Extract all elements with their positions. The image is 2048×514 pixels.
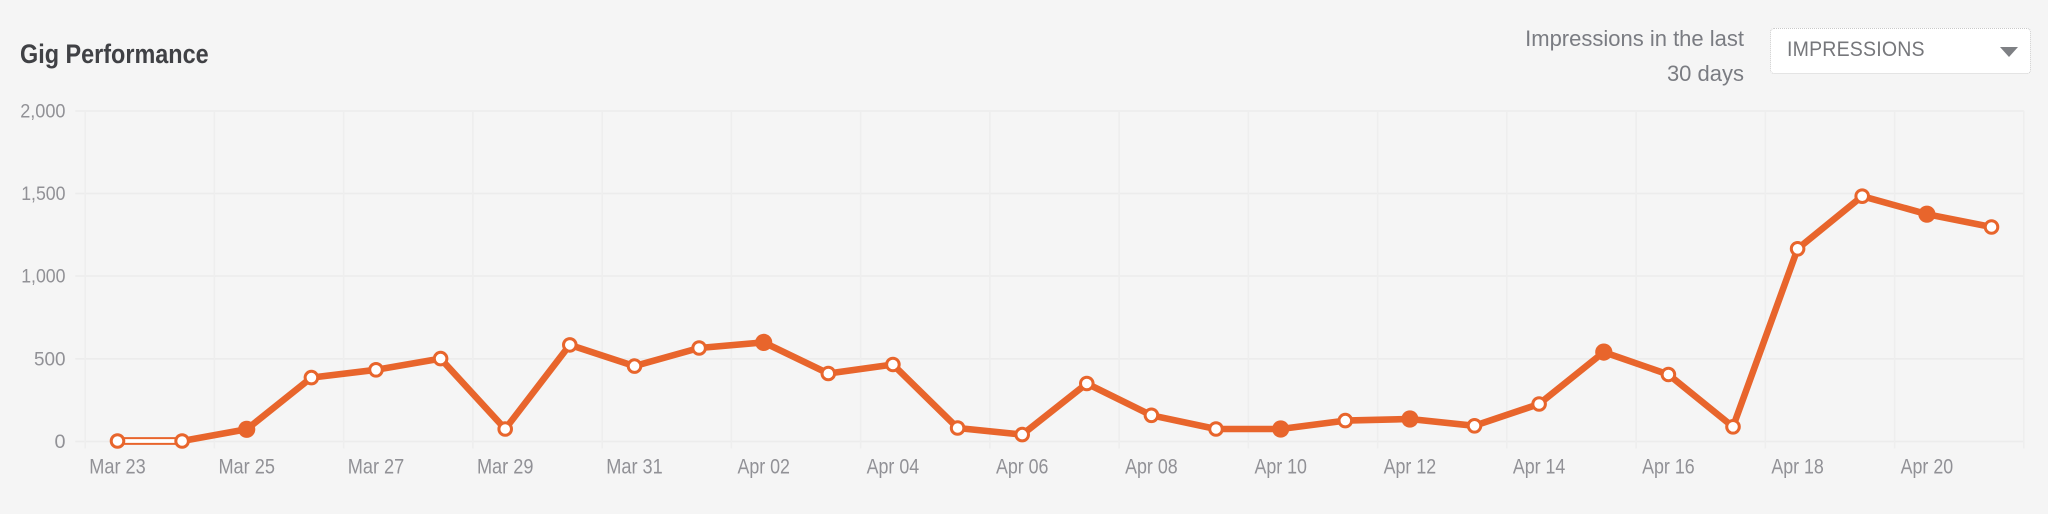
svg-text:2,000: 2,000 xyxy=(20,100,65,122)
svg-text:Apr 08: Apr 08 xyxy=(1125,456,1178,479)
svg-text:Mar 25: Mar 25 xyxy=(218,456,275,479)
svg-text:Apr 12: Apr 12 xyxy=(1384,456,1437,479)
svg-text:1,500: 1,500 xyxy=(21,183,65,205)
svg-text:Apr 20: Apr 20 xyxy=(1901,456,1954,479)
svg-text:Apr 10: Apr 10 xyxy=(1254,456,1307,479)
svg-text:Mar 23: Mar 23 xyxy=(89,456,146,479)
svg-text:500: 500 xyxy=(34,348,66,370)
svg-text:Apr 02: Apr 02 xyxy=(737,456,790,479)
svg-text:Mar 31: Mar 31 xyxy=(606,456,663,479)
svg-text:Apr 16: Apr 16 xyxy=(1642,456,1695,479)
svg-text:Apr 06: Apr 06 xyxy=(996,456,1049,479)
svg-text:Apr 14: Apr 14 xyxy=(1513,456,1566,479)
svg-text:Apr 04: Apr 04 xyxy=(867,456,920,479)
svg-text:0: 0 xyxy=(54,431,65,453)
svg-text:Mar 29: Mar 29 xyxy=(477,456,534,479)
svg-text:1,000: 1,000 xyxy=(21,266,65,288)
svg-text:Apr 18: Apr 18 xyxy=(1771,456,1824,479)
svg-text:Mar 27: Mar 27 xyxy=(348,456,405,479)
